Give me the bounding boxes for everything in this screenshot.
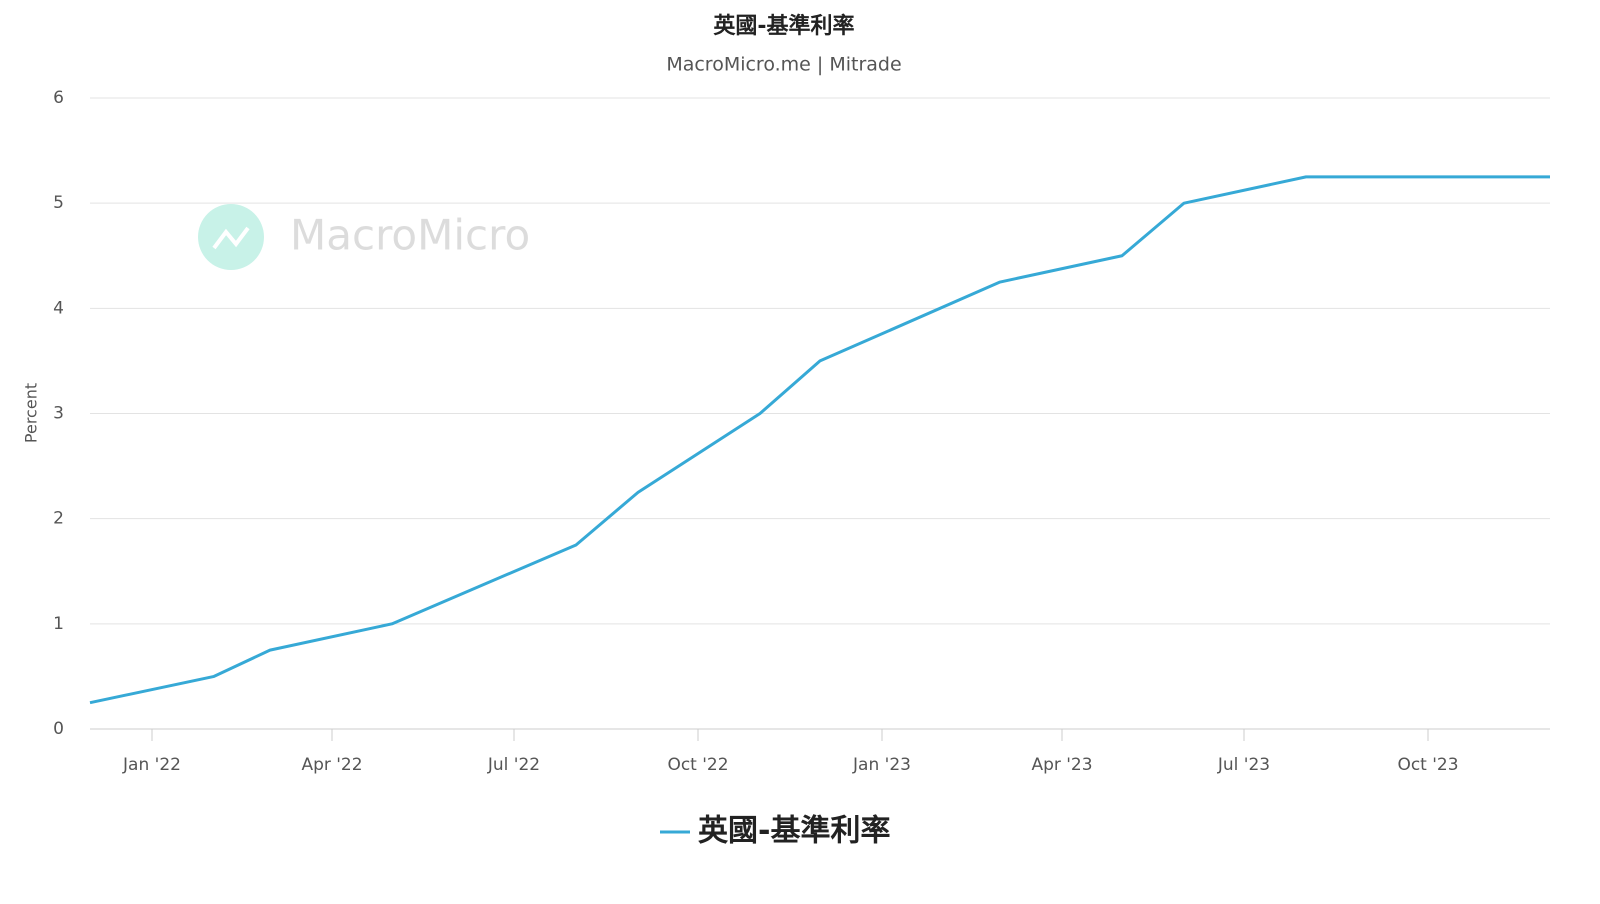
x-tick-label: Oct '22: [667, 755, 728, 775]
watermark-logo: [198, 204, 264, 270]
y-tick-label: 2: [53, 509, 64, 529]
y-axis-label: Percent: [22, 383, 41, 443]
y-tick-label: 0: [53, 719, 64, 739]
y-tick-label: 1: [53, 614, 64, 634]
x-tick-label: Oct '23: [1397, 755, 1458, 775]
y-tick-label: 4: [53, 298, 64, 318]
chart-subtitle: MacroMicro.me | Mitrade: [666, 54, 901, 76]
x-tick-label: Apr '22: [301, 755, 362, 775]
x-tick-label: Jul '23: [1217, 755, 1270, 775]
chart-title: 英國-基準利率: [713, 13, 854, 39]
series-line: [89, 175, 1550, 705]
x-tick-label: Jan '23: [852, 755, 911, 775]
x-tick-label: Jul '22: [487, 755, 540, 775]
watermark: MacroMicro: [290, 211, 530, 260]
y-tick-label: 3: [53, 404, 64, 424]
x-tick-label: Apr '23: [1031, 755, 1092, 775]
y-tick-label: 5: [53, 193, 64, 213]
x-tick-label: Jan '22: [122, 755, 181, 775]
y-tick-label: 6: [53, 88, 64, 108]
legend-label: 英國-基準利率: [698, 814, 890, 849]
